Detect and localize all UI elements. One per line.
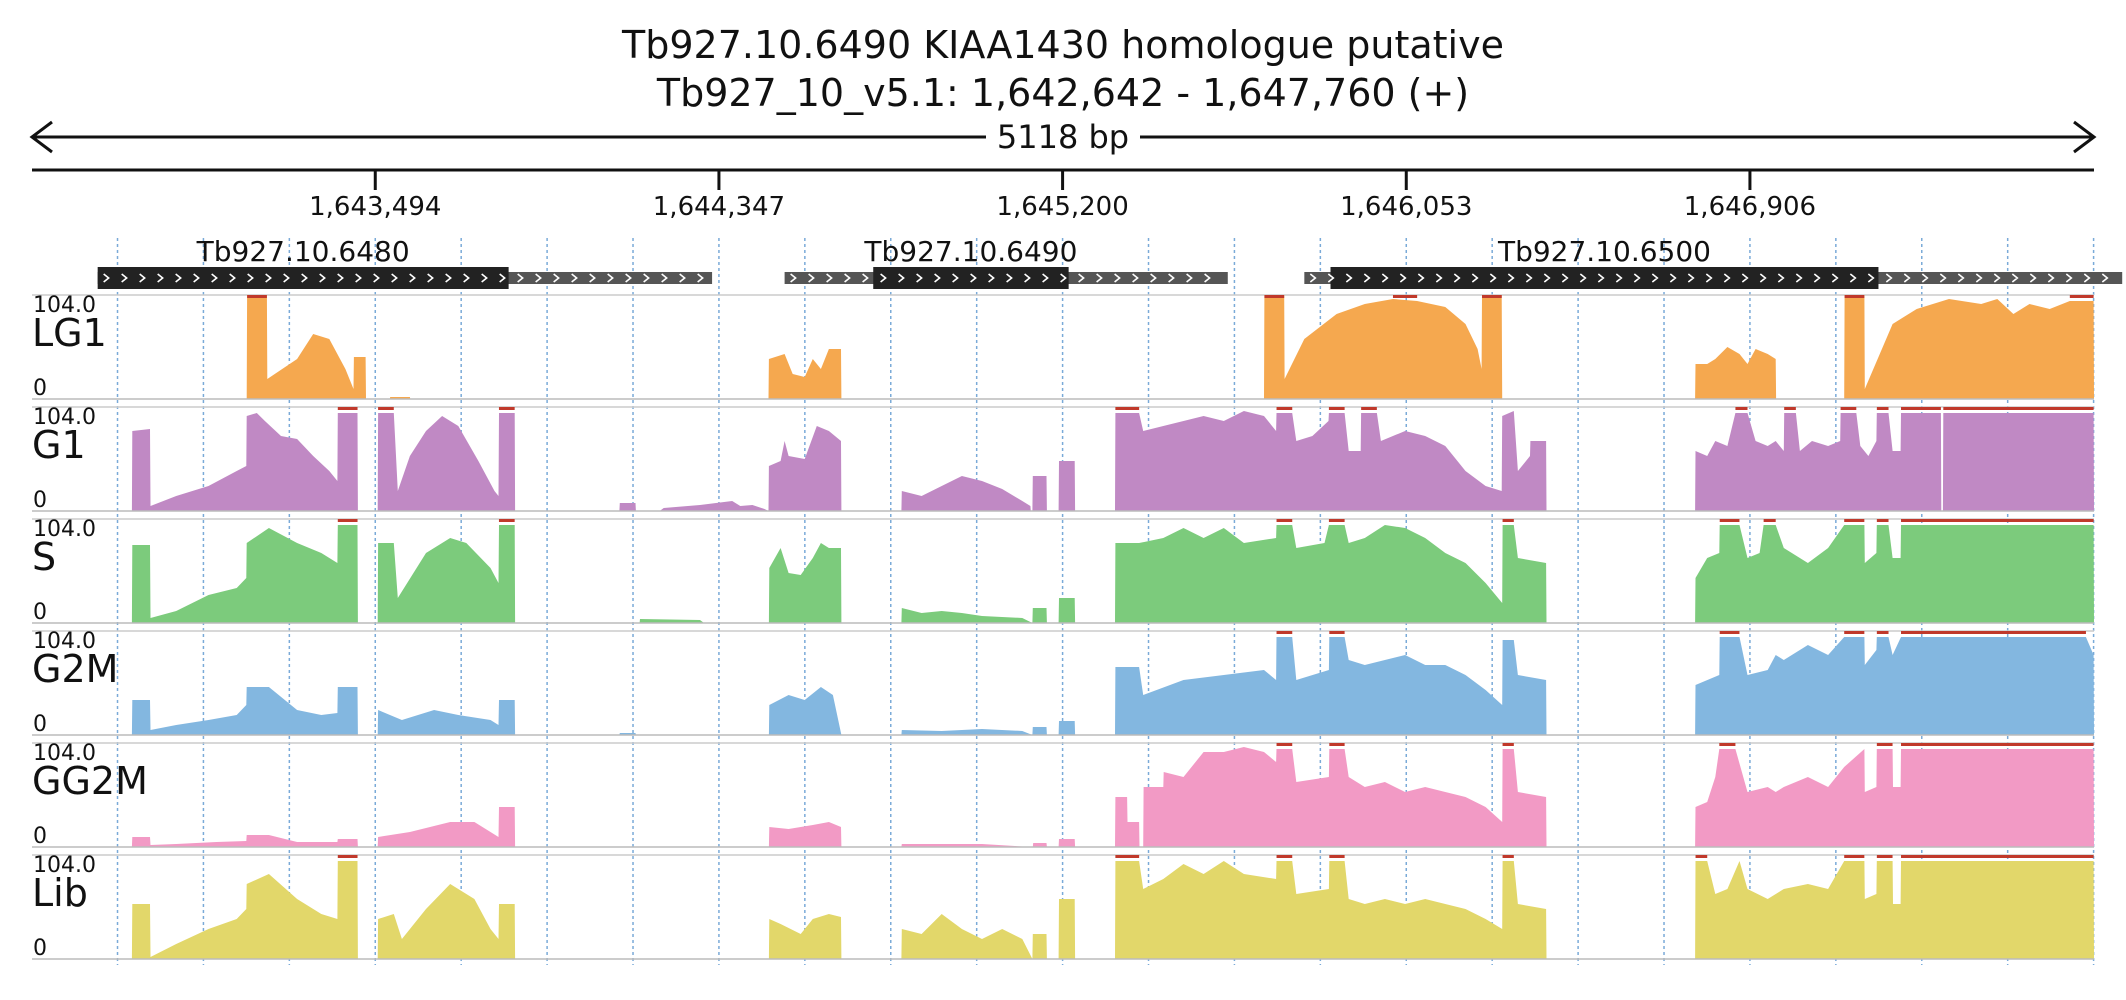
y-max-label: 104.0 xyxy=(33,405,96,430)
track-label: G1 xyxy=(32,423,86,467)
ruler-tick-label: 1,646,906 xyxy=(1684,192,1816,222)
coverage-area xyxy=(32,295,2094,399)
span-arrow: 5118 bp xyxy=(29,118,2097,156)
track-S: 104.0 0 S xyxy=(32,517,2094,625)
gene-cds xyxy=(97,267,509,289)
coverage-tracks: 104.00LG1104.00G1104.00S104.00G2M104.00G… xyxy=(32,293,2094,961)
coordinate-ruler: 1,643,494 1,644,347 1,645,200 1,646,053 1,64… xyxy=(32,168,2094,222)
coverage-area xyxy=(32,525,2094,623)
gene-Tb927.10.6480: Tb927.10.6480 xyxy=(97,235,713,289)
gene-label: Tb927.10.6500 xyxy=(1497,235,1711,268)
track-LG1: 104.0 0 LG1 xyxy=(32,293,2094,401)
y-min-label: 0 xyxy=(33,600,47,625)
y-max-label: 104.0 xyxy=(33,517,96,542)
strand-arrows xyxy=(103,273,704,283)
y-max-label: 104.0 xyxy=(33,293,96,318)
figure-title: Tb927.10.6490 KIAA1430 homologue putativ… xyxy=(621,23,1504,67)
y-min-label: 0 xyxy=(33,488,47,513)
track-G1: 104.0 0 G1 xyxy=(32,405,2094,513)
coverage-area xyxy=(32,637,2094,735)
gene-track: Tb927.10.6480 Tb927.10.6490 Tb927.10.6500 xyxy=(97,235,2123,289)
gene-cds xyxy=(873,267,1069,289)
gene-label: Tb927.10.6490 xyxy=(863,235,1077,268)
y-max-label: 104.0 xyxy=(33,741,96,766)
gene-label: Tb927.10.6480 xyxy=(196,235,410,268)
track-GG2M: 104.0 0 GG2M xyxy=(32,741,2094,849)
coverage-area xyxy=(32,747,2094,847)
coverage-area xyxy=(32,861,2094,959)
gene-Tb927.10.6500: Tb927.10.6500 xyxy=(1304,235,2123,289)
ruler-tick-label: 1,645,200 xyxy=(996,192,1128,222)
coverage-area xyxy=(32,411,2094,511)
strand-arrows xyxy=(1309,273,2109,283)
gene-Tb927.10.6490: Tb927.10.6490 xyxy=(784,235,1228,289)
ruler-tick-label: 1,644,347 xyxy=(653,192,785,222)
ruler-tick-label: 1,646,053 xyxy=(1340,192,1472,222)
locus-label: Tb927_10_v5.1: 1,642,642 - 1,647,760 (+) xyxy=(656,71,1469,115)
track-label: S xyxy=(32,535,56,579)
track-label: G2M xyxy=(32,647,118,691)
span-label: 5118 bp xyxy=(997,118,1129,156)
track-label: GG2M xyxy=(32,759,148,803)
y-max-label: 104.0 xyxy=(33,629,96,654)
track-Lib: 104.0 0 Lib xyxy=(32,853,2094,961)
y-min-label: 0 xyxy=(33,712,47,737)
y-min-label: 0 xyxy=(33,936,47,961)
track-G2M: 104.0 0 G2M xyxy=(32,629,2094,737)
strand-arrows xyxy=(790,273,1211,283)
y-min-label: 0 xyxy=(33,376,47,401)
y-min-label: 0 xyxy=(33,824,47,849)
track-label: LG1 xyxy=(32,311,107,355)
y-max-label: 104.0 xyxy=(33,853,96,878)
ruler-tick-label: 1,643,494 xyxy=(309,192,441,222)
track-label: Lib xyxy=(32,871,88,915)
